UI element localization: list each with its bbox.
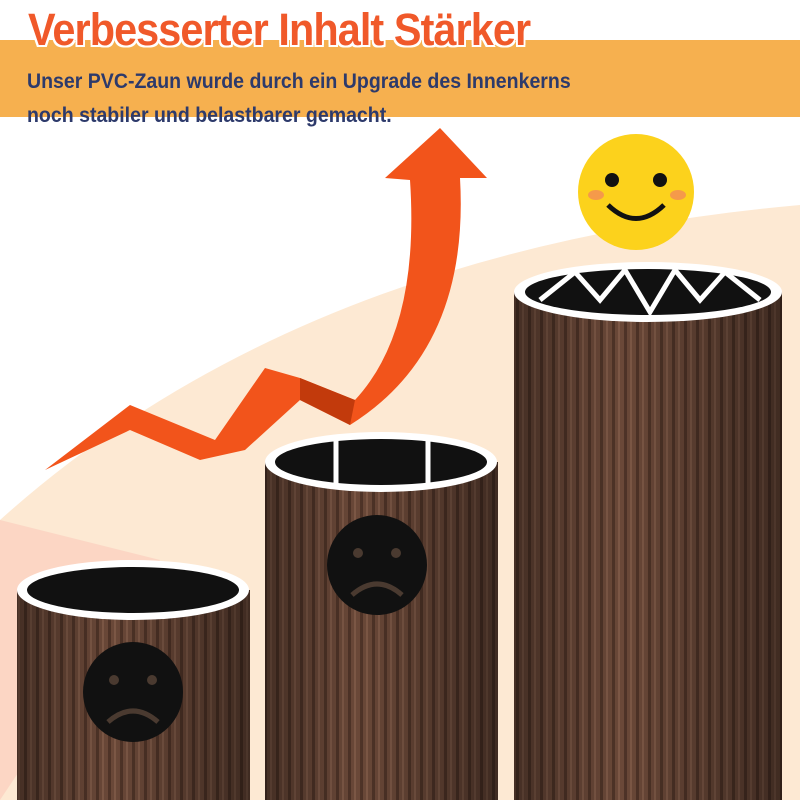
tall-post-reinforced	[514, 262, 782, 800]
subtitle-line-2: noch stabiler und belastbarer gemacht.	[27, 104, 392, 127]
page-title: Verbesserter Inhalt Stärker	[28, 4, 531, 55]
happy-face-icon	[578, 134, 694, 250]
medium-post	[265, 432, 498, 800]
sad-face-icon	[327, 515, 427, 615]
subtitle-line-1: Unser PVC-Zaun wurde durch ein Upgrade d…	[27, 70, 571, 93]
upward-trend-arrow-icon	[45, 128, 487, 470]
sad-face-icon	[83, 642, 183, 742]
header-band	[0, 40, 800, 117]
